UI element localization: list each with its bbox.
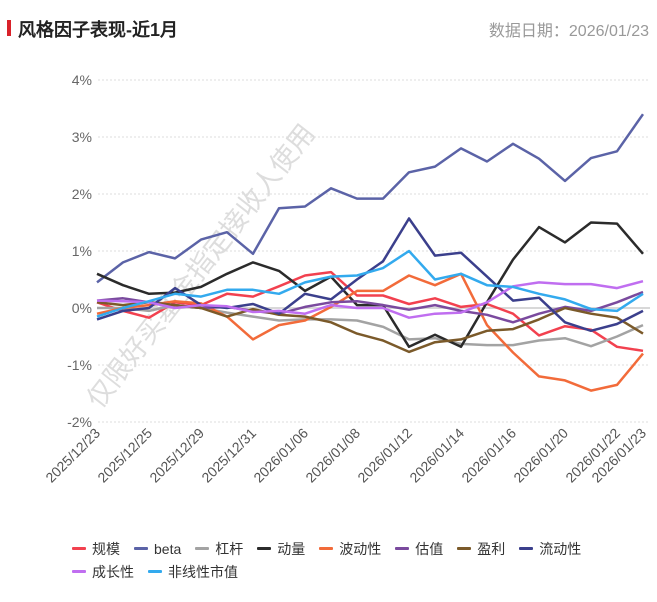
legend-row-2: 成长性 非线性市值 bbox=[72, 560, 632, 583]
legend-item[interactable]: 波动性 bbox=[319, 539, 381, 559]
legend-label: 盈利 bbox=[477, 540, 506, 557]
y-tick-label: 2% bbox=[72, 186, 92, 202]
legend-swatch bbox=[319, 547, 334, 550]
legend-item[interactable]: 估值 bbox=[395, 539, 443, 559]
legend-swatch bbox=[519, 547, 534, 550]
legend-item[interactable]: 非线性市值 bbox=[148, 562, 238, 582]
legend-item[interactable]: beta bbox=[134, 541, 181, 557]
y-tick-label: 3% bbox=[72, 129, 92, 145]
x-tick-label: 2026/01/06 bbox=[250, 425, 311, 486]
series-line-规模 bbox=[96, 270, 644, 353]
legend: 规模 beta 杠杆 动量 波动性 估值 盈利 流动性 成长性 非线性市值 bbox=[72, 537, 632, 583]
legend-item[interactable]: 流动性 bbox=[519, 539, 581, 559]
legend-label: 估值 bbox=[415, 540, 444, 557]
chart-title: 风格因子表现-近1月 bbox=[18, 20, 179, 40]
legend-swatch bbox=[457, 547, 472, 550]
x-tick-label: 2026/01/08 bbox=[302, 425, 363, 486]
title-accent-bar bbox=[7, 20, 11, 36]
data-date: 数据日期：2026/01/23 bbox=[488, 23, 649, 40]
x-tick-label: 2026/01/16 bbox=[458, 425, 519, 486]
legend-label: 非线性市值 bbox=[168, 563, 238, 580]
x-tick-label: 2026/01/12 bbox=[354, 425, 415, 486]
x-tick-label: 2026/01/14 bbox=[406, 425, 467, 486]
x-tick-label: 2025/12/23 bbox=[42, 425, 103, 486]
line-chart: 仅限好买基金指定接收人使用-2%-1%0%1%2%3%4%2025/12/232… bbox=[42, 72, 650, 486]
legend-swatch bbox=[257, 547, 272, 550]
y-tick-label: -1% bbox=[67, 357, 92, 373]
legend-swatch bbox=[72, 570, 86, 573]
y-tick-label: 1% bbox=[72, 243, 92, 259]
series-line-波动性 bbox=[96, 272, 644, 392]
series-line-beta bbox=[96, 113, 645, 284]
series-line-成长性 bbox=[96, 279, 644, 319]
legend-item[interactable]: 杠杆 bbox=[195, 539, 243, 559]
y-tick-label: 0% bbox=[72, 300, 92, 316]
legend-label: 动量 bbox=[277, 540, 306, 557]
legend-row-1: 规模 beta 杠杆 动量 波动性 估值 盈利 流动性 bbox=[72, 537, 632, 560]
y-tick-label: -2% bbox=[67, 414, 92, 430]
x-tick-label: 2025/12/31 bbox=[198, 425, 259, 486]
y-tick-label: 4% bbox=[72, 72, 92, 88]
legend-label: 杠杆 bbox=[215, 540, 244, 557]
legend-swatch bbox=[134, 547, 148, 550]
legend-label: 成长性 bbox=[92, 563, 134, 580]
series-line-动量 bbox=[96, 221, 644, 349]
legend-swatch bbox=[395, 547, 410, 550]
legend-item[interactable]: 规模 bbox=[72, 539, 120, 559]
series-line-非线性市值 bbox=[96, 249, 644, 318]
legend-label: beta bbox=[154, 540, 182, 557]
legend-item[interactable]: 盈利 bbox=[457, 539, 505, 559]
x-tick-label: 2025/12/25 bbox=[94, 425, 155, 486]
legend-swatch bbox=[72, 547, 86, 550]
series-line-流动性 bbox=[96, 217, 644, 333]
legend-item[interactable]: 动量 bbox=[257, 539, 305, 559]
x-tick-label: 2026/01/20 bbox=[510, 425, 571, 486]
legend-item[interactable]: 成长性 bbox=[72, 562, 134, 582]
legend-label: 波动性 bbox=[339, 540, 382, 557]
x-tick-label: 2025/12/29 bbox=[146, 425, 207, 486]
legend-label: 规模 bbox=[92, 540, 120, 557]
legend-label: 流动性 bbox=[539, 540, 582, 557]
legend-swatch bbox=[148, 570, 162, 573]
legend-swatch bbox=[195, 547, 210, 550]
